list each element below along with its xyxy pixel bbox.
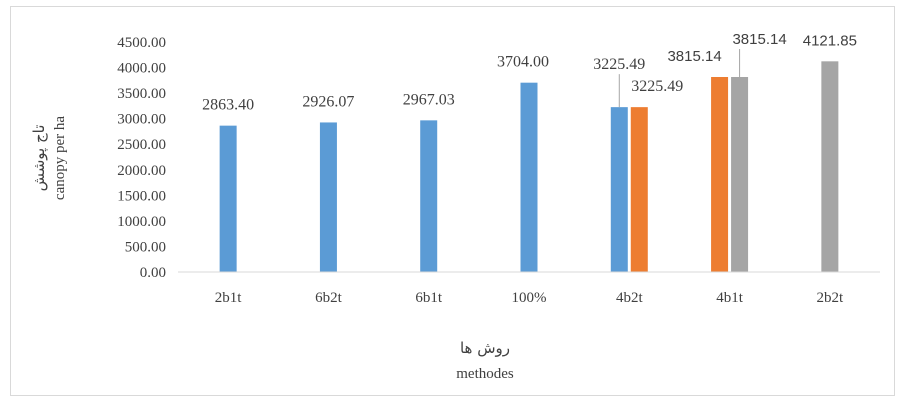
x-tick-label: 6b2t: [315, 290, 343, 306]
x-tick-label: 2b1t: [215, 290, 243, 306]
bar: [711, 77, 729, 272]
data-label: 3225.49: [631, 78, 683, 95]
y-tick-label: 4000.00: [117, 61, 166, 77]
y-tick-label: 3000.00: [117, 112, 166, 128]
bar: [520, 82, 538, 272]
y-tick-label: 3500.00: [117, 86, 166, 102]
x-tick-label: 4b2t: [616, 290, 644, 306]
bar: [319, 122, 337, 272]
y-tick-label: 1500.00: [117, 188, 166, 204]
y-axis-title: تاج پوشش: [30, 125, 49, 192]
x-tick-label: 6b1t: [415, 290, 443, 306]
y-tick-label: 500.00: [125, 239, 166, 255]
y-tick-label: 0.00: [140, 265, 166, 281]
data-label: 3225.49: [593, 56, 645, 73]
x-axis-ticks: 2b1t 6b2t 6b1t 100% 4b2t 4b1t 2b2t: [215, 290, 844, 306]
y-tick-label: 4500.00: [117, 35, 166, 51]
data-label: 3815.14: [667, 48, 721, 65]
data-label: 3704.00: [497, 54, 549, 71]
bars: [219, 61, 839, 273]
data-label: 4121.85: [803, 32, 857, 49]
x-axis-title-en: methodes: [456, 366, 514, 382]
data-label: 2926.07: [302, 93, 354, 110]
bar: [630, 107, 648, 272]
data-label: 3815.14: [732, 31, 786, 48]
y-axis-title-en: canopy per ha: [52, 116, 68, 200]
y-tick-label: 2000.00: [117, 163, 166, 179]
bar: [420, 120, 438, 272]
y-tick-label: 1000.00: [117, 214, 166, 230]
x-tick-label: 100%: [512, 290, 547, 306]
bar: [219, 125, 237, 273]
leader-lines: [618, 49, 741, 108]
data-label: 2967.03: [403, 91, 455, 108]
x-tick-label: 4b1t: [716, 290, 744, 306]
x-tick-label: 2b2t: [817, 290, 845, 306]
data-labels: 2863.40 2926.07 2967.03 3704.00 3225.49 3225.…: [202, 31, 857, 114]
y-axis-ticks: 0.00 500.00 1000.00 1500.00 2000.00 2500.00 30…: [117, 35, 166, 281]
bar: [821, 61, 839, 272]
x-axis-title: روش ها: [460, 339, 510, 357]
data-label: 2863.40: [202, 97, 254, 114]
bar: [731, 77, 749, 272]
y-tick-label: 2500.00: [117, 137, 166, 153]
bar: [610, 107, 628, 272]
